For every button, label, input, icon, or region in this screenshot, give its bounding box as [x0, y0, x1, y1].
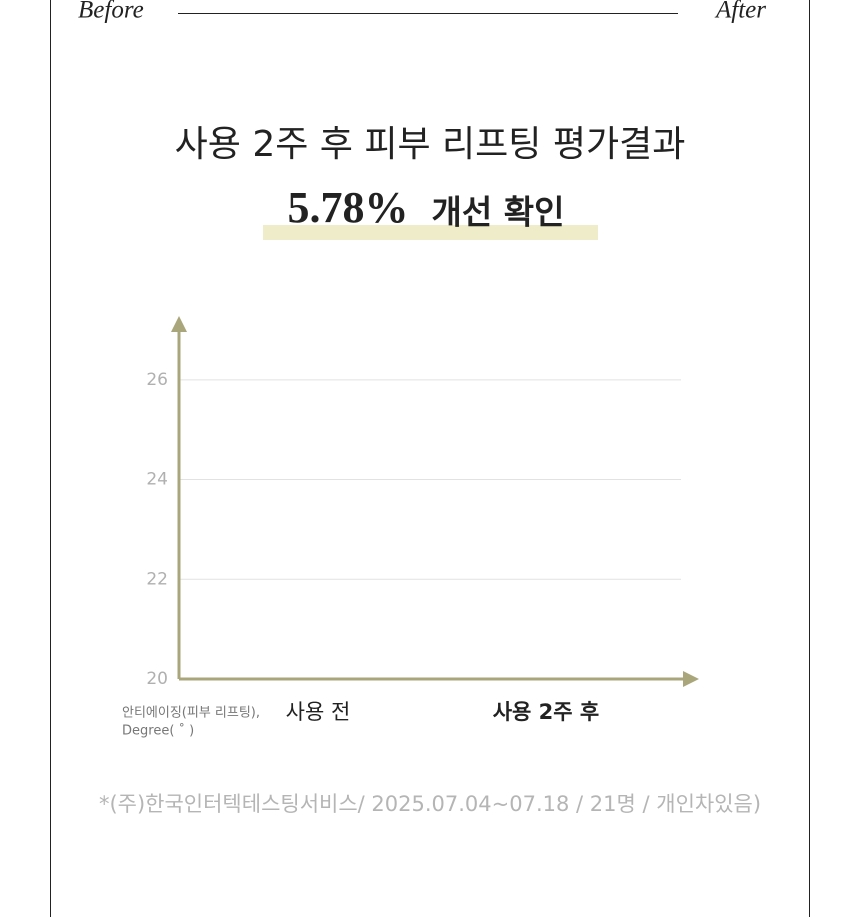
- y-tick-label: 26: [146, 370, 168, 390]
- header-right: After: [714, 0, 766, 24]
- header-left: Before: [78, 0, 144, 24]
- y-tick-label: 20: [146, 669, 168, 689]
- y-tick-label: 22: [146, 569, 168, 589]
- y-axis-arrow: [171, 316, 187, 332]
- footnote: *(주)한국인터텍테스팅서비스/ 2025.07.04~07.18 / 21명 …: [99, 792, 761, 816]
- y-tick-label: 24: [146, 470, 168, 490]
- x-tick-label: 사용 전: [286, 700, 351, 724]
- chart-title: 사용 2주 후 피부 리프팅 평가결과: [175, 124, 686, 165]
- headline-highlight: [263, 225, 598, 240]
- x-axis-arrow: [683, 671, 699, 687]
- headline-value: 5.78%: [288, 183, 409, 232]
- y-axis-label: Degree( ˚ ): [122, 723, 194, 739]
- headline-text: 개선 확인: [432, 193, 565, 232]
- x-tick-label: 사용 2주 후: [493, 700, 600, 724]
- y-axis-label: 안티에이징(피부 리프팅),: [122, 706, 260, 721]
